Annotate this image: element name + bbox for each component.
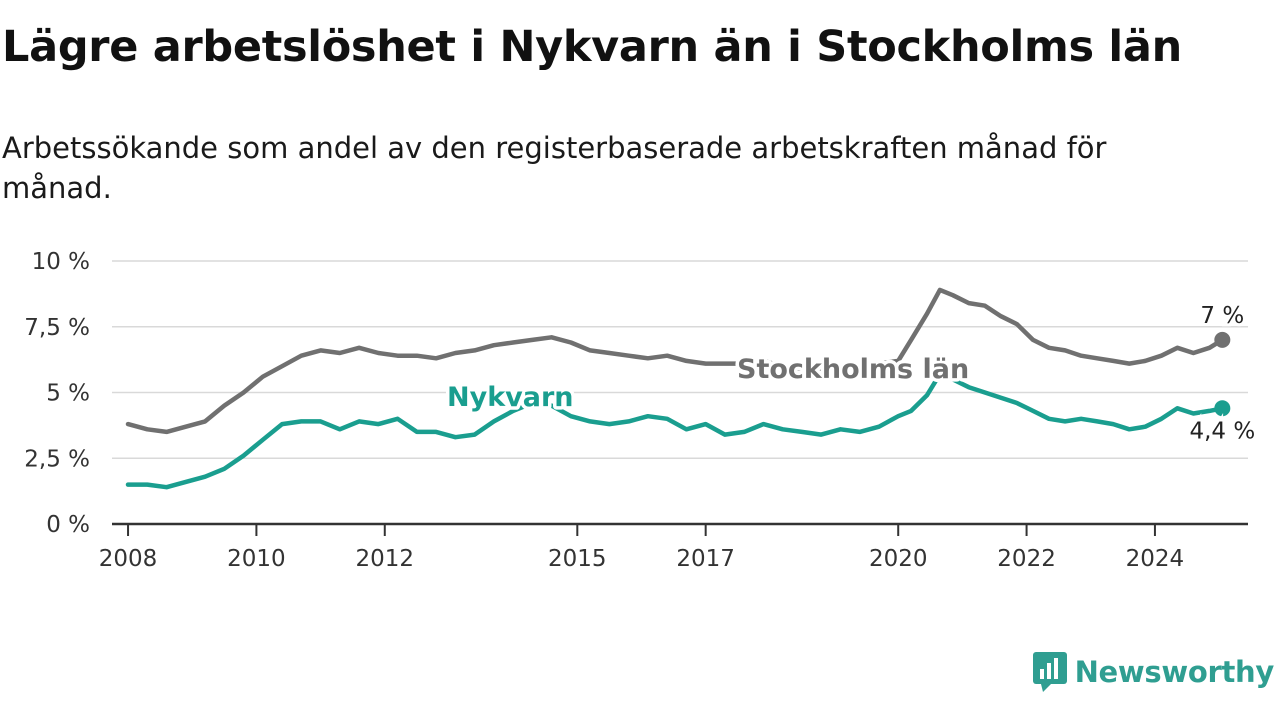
y-axis-ticks: 0 % 2,5 % 5 % 7,5 % 10 % xyxy=(24,249,90,538)
series-lines xyxy=(125,287,1231,490)
series-line-stockholms-lan xyxy=(125,287,1225,435)
gridlines xyxy=(112,260,1248,526)
brand-name: Newsworthy xyxy=(1074,655,1275,689)
series-end-point xyxy=(1214,331,1231,348)
end-value-label: 4,4 % xyxy=(1189,418,1255,444)
x-tick-label: 2024 xyxy=(1126,546,1185,572)
x-tick-label: 2008 xyxy=(99,546,158,572)
y-tick-label: 7,5 % xyxy=(24,315,90,341)
x-axis-ticks: 2008 2010 2012 2015 2017 2020 2022 2024 xyxy=(99,524,1184,572)
chart-title: Lägre arbetslöshet i Nykvarn än i Stockh… xyxy=(2,22,1182,72)
chart-subtitle: Arbetssökande som andel av den registerb… xyxy=(2,131,1107,205)
series-line-nykvarn xyxy=(125,371,1225,490)
series-label-stockholms-lan: Stockholms län xyxy=(737,354,969,385)
y-tick-label: 2,5 % xyxy=(24,446,90,472)
x-tick-label: 2017 xyxy=(676,546,735,572)
series-labels: Stockholms län Nykvarn 7 % 4,4 % xyxy=(444,300,1259,447)
series-end-point xyxy=(1214,400,1231,417)
y-tick-label: 10 % xyxy=(32,249,90,275)
y-tick-label: 0 % xyxy=(46,512,90,538)
series-label-nykvarn: Nykvarn xyxy=(447,382,574,413)
x-tick-label: 2012 xyxy=(355,546,414,572)
x-tick-label: 2015 xyxy=(548,546,607,572)
end-value-label: 7 % xyxy=(1200,303,1244,329)
x-tick-label: 2020 xyxy=(869,546,928,572)
newsworthy-logo-icon xyxy=(1032,652,1067,692)
x-tick-label: 2022 xyxy=(997,546,1056,572)
newsworthy-brand[interactable]: Newsworthy xyxy=(1032,652,1275,692)
y-tick-label: 5 % xyxy=(46,381,90,407)
x-tick-label: 2010 xyxy=(227,546,286,572)
